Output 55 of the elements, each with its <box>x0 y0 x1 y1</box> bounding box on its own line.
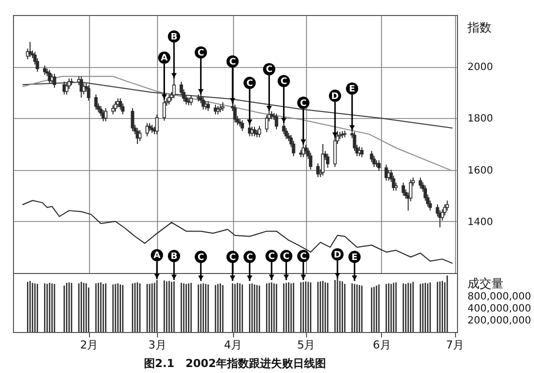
annotation: C <box>300 98 308 109</box>
y-tick-label: 1800 <box>468 114 493 125</box>
annotation: D <box>331 92 339 102</box>
x-tick-label: 2月 <box>80 338 98 352</box>
annotation: C <box>229 252 236 263</box>
x-tick-label: 4月 <box>224 338 242 352</box>
y-tick-label: 1600 <box>468 165 493 176</box>
annotation: C <box>246 252 254 263</box>
candlestick <box>28 41 32 58</box>
line-series <box>22 76 453 172</box>
annotation: C <box>229 57 236 68</box>
x-tick-label: 3月 <box>148 338 166 352</box>
annotation: B <box>170 252 178 262</box>
y-tick-label: 200,000,000 <box>468 315 532 326</box>
candlestick <box>304 144 308 155</box>
annotation: C <box>198 252 205 263</box>
x-tick-label: 7月 <box>446 338 464 352</box>
candlestick <box>43 65 46 76</box>
candlestick <box>446 200 449 212</box>
candlestick <box>308 152 312 170</box>
annotation: C <box>198 48 205 58</box>
candlestick <box>240 120 244 132</box>
y-tick-label: 800,000,000 <box>468 291 532 302</box>
candlestick <box>418 177 422 189</box>
annotation: D <box>334 250 342 260</box>
candlestick <box>402 182 406 196</box>
annotation: C <box>268 252 276 262</box>
candlestick <box>265 114 268 133</box>
candlestick <box>138 130 142 142</box>
annotation: C <box>246 78 254 89</box>
y-tick-label: 1400 <box>468 216 493 228</box>
text: 图2.1 2002年指数跟进失败日线图 <box>144 357 326 370</box>
annotation: B <box>170 32 178 42</box>
y-tick-label: 400,000,000 <box>468 303 532 314</box>
y-tick-label: 2000 <box>468 62 493 74</box>
candlestick <box>370 150 374 163</box>
annotation: A <box>153 251 160 262</box>
annotation: E <box>351 252 358 263</box>
candlestick <box>94 94 98 110</box>
annotation: C <box>300 252 308 262</box>
annotation: C <box>280 77 288 88</box>
annotation: C <box>266 65 273 76</box>
candlestick <box>80 76 84 98</box>
y-axis-title: 指数 <box>466 20 492 34</box>
candlestick <box>64 82 68 95</box>
candlestick <box>121 102 124 115</box>
y-axis-title: 成交量 <box>468 276 504 290</box>
annotation: A <box>160 54 168 64</box>
candlestick <box>360 146 364 158</box>
x-tick-label: 6月 <box>372 338 391 352</box>
annotation: E <box>349 84 356 95</box>
candlestick <box>202 96 205 110</box>
line-series <box>22 200 453 264</box>
x-tick-label: 5月 <box>297 338 316 352</box>
annotation: C <box>282 252 290 262</box>
